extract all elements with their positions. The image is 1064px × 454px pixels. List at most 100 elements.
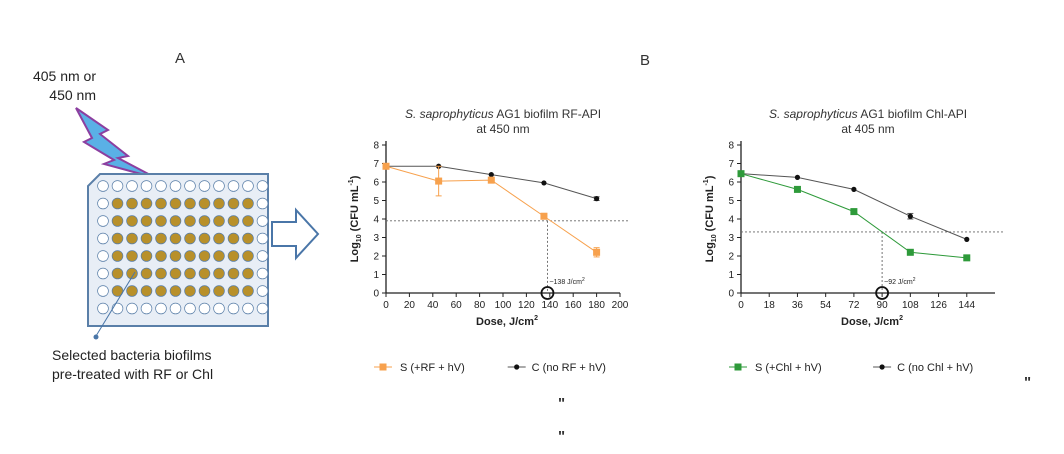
well-filled: [198, 232, 211, 245]
caption-line2: pre-treated with RF or Chl: [52, 366, 214, 382]
well-filled: [198, 215, 211, 227]
well-filled: [140, 232, 153, 245]
data-point: [737, 170, 745, 178]
well-filled: [242, 232, 254, 245]
well-empty: [198, 180, 211, 192]
well-empty: [97, 285, 109, 297]
intersect-annotation-sup: 2: [913, 277, 916, 283]
data-point: [435, 177, 443, 185]
legend-swatch: [379, 363, 387, 371]
quote-mark-3: ": [558, 428, 566, 445]
x-tick-label: 18: [764, 300, 776, 311]
y-axis-label-main: Log: [704, 242, 716, 262]
well-empty: [256, 232, 269, 245]
well-empty: [97, 232, 109, 245]
well-plate-illustration: [75, 107, 320, 340]
x-tick-label: 180: [588, 300, 605, 311]
y-tick-label: 5: [373, 196, 379, 207]
well-filled: [184, 215, 196, 227]
well-empty: [97, 250, 109, 262]
well-empty: [155, 302, 167, 315]
well-filled: [184, 267, 196, 280]
light-label-line1: 405 nm or: [32, 68, 96, 84]
data-point: [594, 196, 600, 202]
well-empty: [126, 180, 138, 192]
well-empty: [111, 302, 124, 315]
data-point: [851, 186, 857, 192]
well-filled: [184, 197, 196, 210]
well-empty: [169, 302, 182, 315]
data-point: [907, 213, 913, 219]
lightning-bolt-icon: [75, 107, 157, 179]
well-empty: [97, 302, 109, 315]
y-axis-label-rest: (CFU mL: [704, 185, 716, 234]
well-filled: [213, 215, 225, 227]
well-empty: [213, 180, 225, 192]
chart-title-italic: S. saprophyticus: [769, 107, 858, 121]
well-empty: [97, 197, 109, 210]
light-label-line2: 450 nm: [49, 87, 96, 103]
panel-a-letter: A: [175, 50, 186, 67]
data-point: [541, 180, 547, 186]
well-empty: [97, 180, 109, 192]
chart-title: S. saprophyticus AG1 biofilm Chl-API: [769, 107, 967, 121]
well-empty: [256, 180, 269, 192]
well-filled: [140, 285, 153, 297]
x-axis-label: Dose, J/cm2: [841, 315, 903, 328]
y-tick-label: 6: [728, 178, 734, 189]
well-filled: [126, 232, 138, 245]
well-empty: [184, 302, 196, 315]
well-filled: [213, 232, 225, 245]
well-empty: [213, 302, 225, 315]
well-filled: [198, 267, 211, 280]
chart-title-line2: at 405 nm: [841, 122, 894, 136]
intersect-annotation: ~92 J/cm2: [884, 277, 916, 286]
well-filled: [227, 197, 240, 210]
well-filled: [227, 250, 240, 262]
well-empty: [198, 302, 211, 315]
data-point: [963, 254, 971, 262]
x-tick-label: 0: [738, 300, 744, 311]
well-empty: [227, 180, 240, 192]
panel-a-caption: Selected bacteria biofilms pre-treated w…: [52, 346, 213, 384]
legend-label: S (+RF + hV): [400, 362, 465, 374]
intersect-annotation-text: ~92 J/cm: [884, 279, 913, 286]
intersect-marker: [540, 286, 555, 300]
well-filled: [126, 267, 138, 280]
x-tick-label: 60: [451, 300, 463, 311]
well-filled: [169, 215, 182, 227]
data-point: [850, 208, 858, 216]
x-tick-label: 0: [383, 300, 389, 311]
y-axis-label-sup: -1: [703, 179, 710, 185]
y-axis-label: Log10 (CFU mL-1): [348, 175, 363, 262]
arrow-right-icon: [271, 207, 320, 261]
well-filled: [111, 197, 124, 210]
legend-label: C (no RF + hV): [532, 362, 606, 374]
well-filled: [155, 215, 167, 227]
data-point: [382, 162, 390, 170]
well-empty: [169, 180, 182, 192]
well-empty: [256, 197, 269, 210]
y-tick-label: 4: [728, 215, 734, 226]
well-filled: [111, 232, 124, 245]
well-filled: [242, 285, 254, 297]
data-point: [488, 172, 494, 178]
x-tick-label: 160: [565, 300, 582, 311]
well-filled: [155, 197, 167, 210]
y-tick-label: 6: [373, 178, 379, 189]
well-empty: [97, 215, 109, 227]
legend-label: C (no Chl + hV): [897, 362, 973, 374]
well-filled: [140, 267, 153, 280]
x-axis-label-text: Dose, J/cm: [841, 316, 899, 328]
y-tick-label: 2: [728, 252, 734, 263]
data-point: [964, 236, 970, 242]
x-axis-label-sup: 2: [899, 315, 903, 322]
y-tick-label: 1: [373, 270, 379, 281]
x-axis-label-sup: 2: [534, 315, 538, 322]
y-axis-label: Log10 (CFU mL-1): [703, 175, 718, 262]
chart-title-line2: at 450 nm: [476, 122, 529, 136]
x-tick-label: 120: [518, 300, 535, 311]
y-tick-label: 1: [728, 270, 734, 281]
